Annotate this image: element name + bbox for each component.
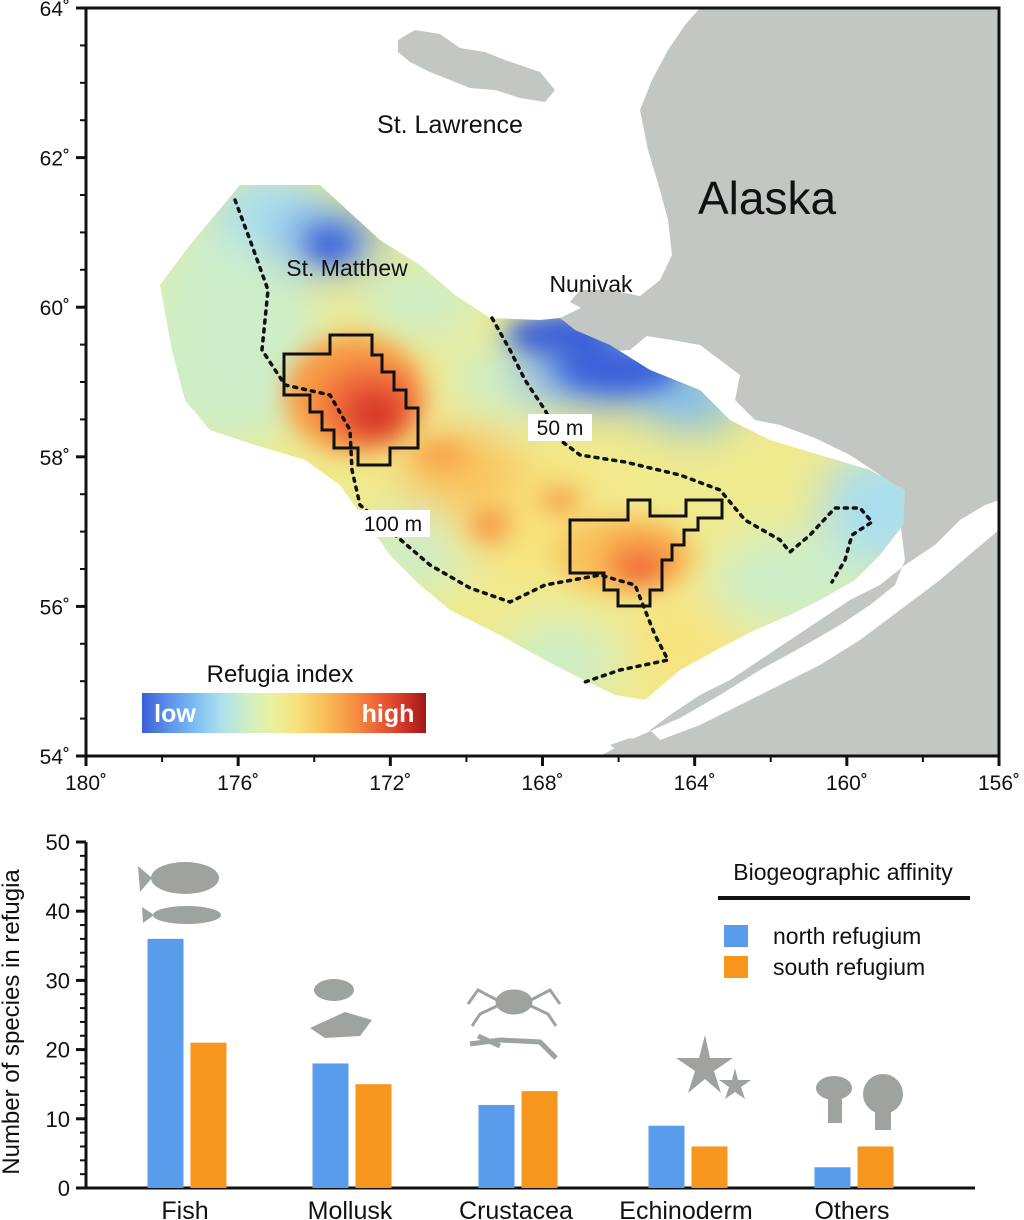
map-x-tick-label: 160˚ [826,772,868,795]
legend-title: Refugia index [207,661,354,688]
anemone-icon [816,1074,903,1130]
bar-legend-title: Biogeographic affinity [733,859,953,885]
bar-y-tick-label: 20 [46,1038,70,1063]
bar-y-axis: 0 10 20 30 40 50 [46,830,86,1201]
bar-echinoderm-north [648,1125,685,1188]
crab-icon [466,988,562,1060]
legend-swatch-south [724,956,748,978]
bar-fish-south [190,1042,227,1188]
bar-x-tick-label: Crustacea [459,1197,573,1220]
depth-label-50m: 50 m [537,417,584,440]
map-x-tick-label: 180˚ [65,772,107,795]
map-y-tick-label: 56˚ [40,596,70,619]
legend-colorbar [142,693,426,733]
bar-crustacea-south [521,1091,558,1188]
bar-y-tick-label: 50 [46,830,70,855]
map-y-tick-label: 64˚ [40,0,70,21]
starfish-icon [676,1035,751,1099]
label-nunivak: Nunivak [549,271,633,297]
map-y-tick-label: 58˚ [40,447,70,470]
legend-label-north: north refugium [773,923,921,949]
species-bar-chart: Number of species in refugia 0 10 20 30 40 50… [0,830,975,1220]
bar-x-tick-label: Mollusk [308,1197,393,1220]
map-x-tick-label: 168˚ [521,772,563,795]
contour-100m [233,198,671,685]
bar-others-south [857,1146,894,1188]
map-x-tick-label: 164˚ [674,772,716,795]
bar-y-tick-label: 30 [46,968,70,993]
bar-x-tick-label: Others [814,1197,889,1220]
legend-label-south: south refugium [773,954,925,980]
bar-y-axis-label: Number of species in refugia [0,869,25,1175]
bar-x-axis: Fish Mollusk Crustacea Echinoderm Others [161,1197,889,1220]
bar-x-tick-label: Echinoderm [619,1197,752,1220]
bar-mollusk-north [312,1063,349,1188]
contour-50m [490,316,875,584]
map-y-tick-label: 60˚ [40,297,70,320]
depth-contours [233,198,875,685]
legend-swatch-north [724,925,748,947]
map-y-axis: 64˚ 62˚ 60˚ 58˚ 56˚ 54˚ [40,0,86,769]
depth-label-50m-group: 50 m [528,414,592,441]
aleutian-fragment [610,738,648,752]
map-x-tick-label: 156˚ [978,772,1020,795]
south-refugium-outline [568,498,724,608]
bar-others-north [814,1167,851,1188]
map-y-tick-label: 54˚ [40,746,70,769]
bar-y-tick-label: 10 [46,1107,70,1132]
bars [147,938,894,1188]
bar-x-tick-label: Fish [161,1197,208,1220]
map-x-tick-label: 176˚ [217,772,259,795]
map-x-axis: 180˚ 176˚ 172˚ 168˚ 164˚ 160˚ 156˚ [65,756,1020,795]
depth-label-100m-group: 100 m [356,510,430,537]
map-x-tick-label: 172˚ [369,772,411,795]
north-refugium-outline [282,333,420,467]
label-st-matthew: St. Matthew [286,255,408,281]
bar-mollusk-south [355,1084,392,1188]
label-st-lawrence: St. Lawrence [377,111,523,139]
shell-icon [310,979,372,1038]
bar-legend: Biogeographic affinity north refugium so… [718,859,970,980]
refugia-legend: Refugia index low high [142,661,426,733]
alaska-landmass [570,8,999,756]
bar-echinoderm-south [691,1146,728,1188]
bar-crustacea-north [478,1104,515,1188]
bar-fish-north [147,938,184,1188]
legend-high: high [362,700,415,728]
depth-label-100m: 100 m [364,513,422,536]
refugia-map: 180˚ 176˚ 172˚ 168˚ 164˚ 160˚ 156˚ 64˚ 62˚ 60˚ 58… [40,0,1020,795]
label-alaska: Alaska [698,172,836,224]
map-y-tick-label: 62˚ [40,148,70,171]
st-lawrence-island [398,30,555,102]
fish-icon [138,862,221,924]
bar-y-tick-label: 40 [46,899,70,924]
bar-y-tick-label: 0 [58,1176,70,1201]
legend-low: low [154,700,196,728]
